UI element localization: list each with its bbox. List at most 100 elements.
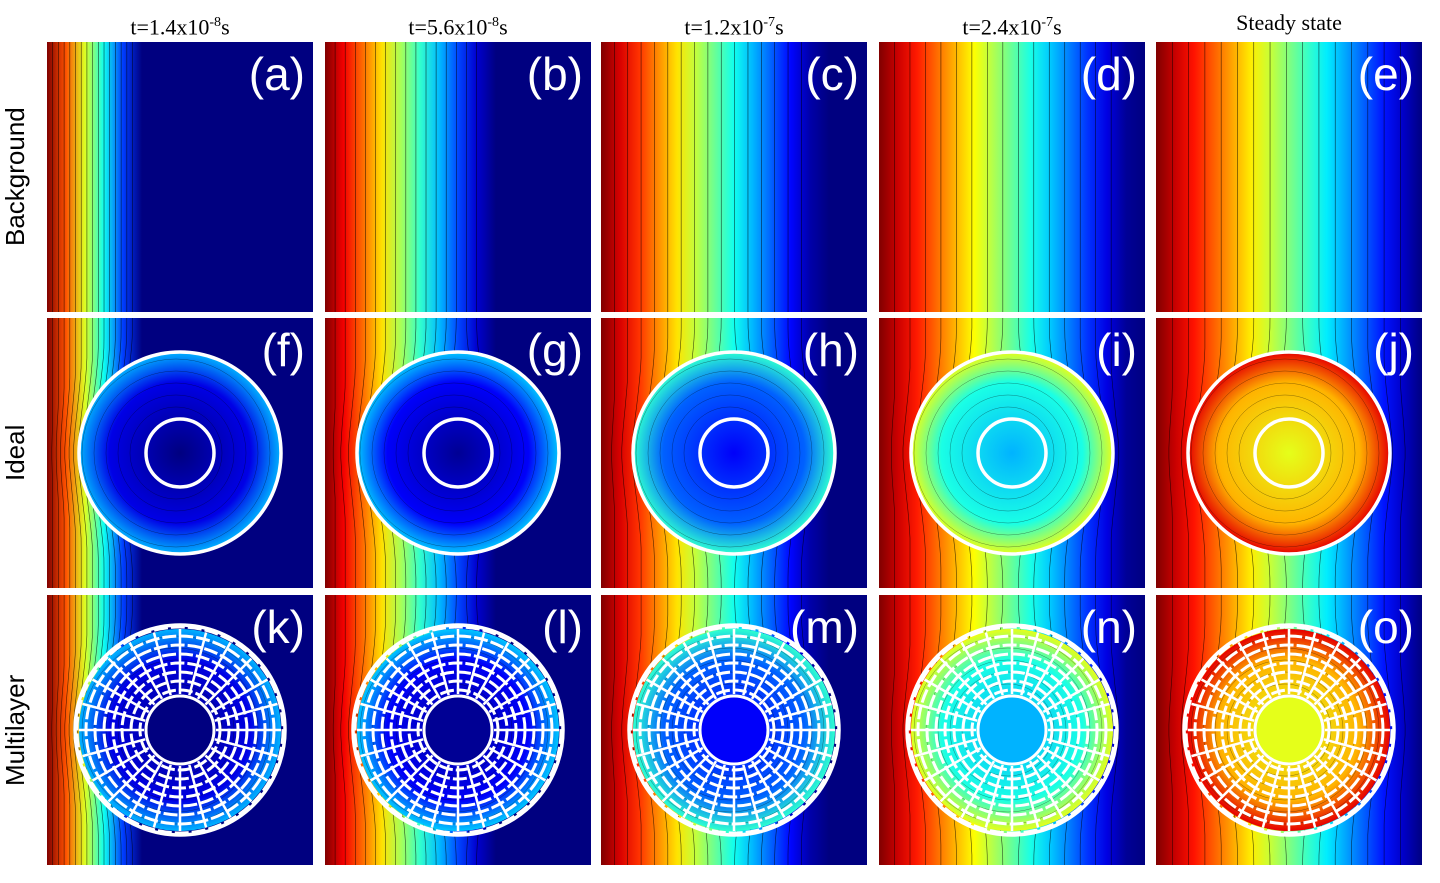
radial-spoke [750,760,786,819]
cloak-region [633,352,835,554]
radial-spoke [764,678,823,714]
panel-n: (n) [879,595,1145,865]
radial-spoke [939,657,988,706]
cloak-outer-boundary [1186,350,1392,556]
cloak-outer-boundary [355,350,561,556]
radial-spoke [385,754,434,803]
radial-spoke [1313,754,1362,803]
radial-spoke [1323,738,1387,758]
isotherm-line [902,318,911,588]
radial-spoke [1200,678,1259,714]
layer-ring [629,625,839,835]
inner-isotherm [961,406,1055,500]
temperature-field [601,42,867,312]
panel-letter: (l) [542,601,583,653]
cloak-region [1188,352,1390,554]
radial-spoke [492,702,556,722]
isotherm-line [1168,595,1173,865]
temperature-field [47,42,313,312]
radial-spoke [742,632,762,696]
inner-isotherm [683,406,777,500]
inner-isotherm [105,382,247,524]
radial-spoke [82,702,146,722]
radial-spoke [645,746,704,782]
radial-spoke [706,764,726,828]
radial-spoke [430,764,450,828]
inner-isotherm [407,406,501,500]
radial-spoke [1020,764,1040,828]
cloak-outer-boundary [73,623,287,837]
radial-spoke [152,632,172,696]
radial-spoke [107,657,156,706]
radial-spoke [1305,641,1341,700]
radial-spoke [661,657,710,706]
isotherm-line [611,595,615,865]
cloak-outer-boundary [1182,623,1396,837]
panel-h: (h) [601,318,867,588]
protected-core [978,696,1046,764]
radial-spoke [406,760,442,819]
radial-spoke [764,746,823,782]
panel-letter: (j) [1373,324,1414,376]
panel-o: (o) [1156,595,1422,865]
column-title-3: t=1.2x10-7s [684,14,784,40]
radial-spoke [369,746,428,782]
inner-isotherm [81,358,271,548]
cloak-inner-boundary [422,417,494,489]
cloak-inner-boundary [1253,417,1325,489]
isotherm-line [73,318,82,588]
radial-spoke [482,754,531,803]
radial-spoke [1216,754,1265,803]
isotherm-line [621,595,628,865]
radial-spoke [107,754,156,803]
radial-spoke [984,632,1004,696]
isotherm-line [1400,595,1406,865]
radial-spoke [1046,738,1110,758]
inner-isotherm [359,358,549,548]
inner-isotherm [925,370,1091,536]
protected-core [424,696,492,764]
radial-spoke [939,754,988,803]
radial-spoke [636,738,700,758]
panel-letter: (f) [262,324,305,376]
radial-spoke [492,738,556,758]
radial-spoke [1028,641,1064,700]
radial-spoke [960,641,996,700]
isotherm-line [68,595,76,865]
layer-ring [353,625,563,835]
radial-spoke [960,760,996,819]
isotherm-line [1110,595,1120,865]
radial-spoke [474,641,510,700]
isotherm-line [891,318,895,588]
inner-isotherm [1226,394,1344,512]
radial-spoke [196,760,232,819]
isotherm-line [1383,318,1393,588]
panel-i: (i) [879,318,1145,588]
cloak-region [79,352,281,554]
panel-m: (m) [601,595,867,865]
radial-spoke [385,657,434,706]
radial-spoke [923,746,982,782]
radial-spoke [369,678,428,714]
cloak-inner-boundary [976,417,1048,489]
radial-spoke [204,657,253,706]
radial-spoke [210,746,269,782]
radial-spoke [488,678,547,714]
inner-isotherm [659,382,801,524]
panel-letter: (a) [249,48,305,100]
radial-spoke [1036,657,1085,706]
panel-g: (g) [325,318,591,588]
cloak-inner-boundary [698,417,770,489]
inner-isotherm [117,394,235,512]
inner-isotherm [395,394,513,512]
protected-core [146,696,214,764]
radial-spoke [1028,760,1064,819]
panel-letter: (o) [1358,601,1414,653]
radial-spoke [1046,702,1110,722]
panel-letter: (b) [527,48,583,100]
radial-spoke [914,738,978,758]
radial-spoke [1297,632,1317,696]
radial-spoke [1191,702,1255,722]
radial-spoke [1319,746,1378,782]
